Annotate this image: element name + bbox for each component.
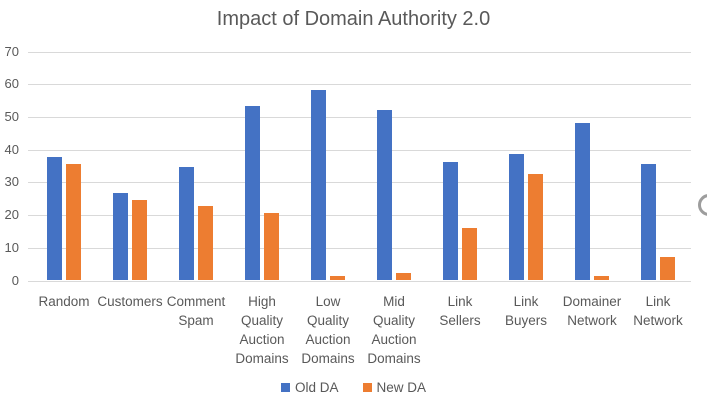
chart-title: Impact of Domain Authority 2.0 [216,8,491,30]
bar-old-da [245,106,260,281]
y-axis-tick-label: 20 [4,207,19,223]
bar-old-da [509,154,524,281]
bar-old-da [47,156,62,281]
gridline [28,182,691,184]
gridline [28,116,691,118]
gridline [28,84,691,86]
bar-new-da [462,227,477,281]
gridline [28,215,691,217]
x-axis-category-label: Comment Spam [166,294,226,328]
bar-new-da [594,275,609,281]
bar-old-da [575,122,590,281]
x-axis-category-label: Domainer Network [562,294,622,328]
bar-new-da [66,164,81,281]
x-axis-category-label: Customers [97,294,163,309]
bar-new-da [396,273,411,281]
bar-new-da [660,256,675,281]
x-axis-category-label: Link Sellers [439,294,481,328]
x-axis-category-label: Mid Quality Auction Domains [367,294,421,366]
bar-new-da [198,205,213,281]
y-axis-tick-label: 60 [4,76,19,92]
legend-item-new-da: New DA [362,380,427,395]
legend-swatch-old-da [280,383,290,392]
y-axis-tick-label: 50 [4,108,19,124]
y-axis-tick-label: 30 [4,174,19,190]
bar-old-da [311,89,326,281]
x-axis-category-label: Link Buyers [504,294,548,328]
legend-label: Old DA [294,380,339,395]
bar-old-da [443,162,458,281]
legend-item-old-da: Old DA [280,380,339,395]
bar-new-da [264,213,279,281]
legend-swatch-new-da [362,383,372,392]
bar-old-da [179,166,194,281]
bar-old-da [377,109,392,281]
x-axis-category-label: High Quality Auction Domains [235,294,289,366]
gridline [28,247,691,249]
gridline [28,280,691,282]
y-axis-tick-label: 10 [4,239,19,255]
y-axis-tick-label: 40 [4,141,19,157]
bar-new-da [330,276,345,281]
bar-new-da [528,173,543,281]
partial-circle-decoration [698,194,707,216]
gridline [28,149,691,151]
x-axis-category-label: Low Quality Auction Domains [301,294,355,366]
bar-old-da [113,193,128,281]
legend-label: New DA [376,380,427,395]
x-axis-category-label: Link Network [633,294,683,328]
y-axis-tick-label: 70 [4,43,19,59]
gridline [28,51,691,53]
bar-new-da [132,200,147,281]
x-axis-category-label: Random [38,294,90,309]
legend: Old DA New DA [0,379,707,396]
bar-old-da [641,164,656,281]
y-axis-tick-label: 0 [11,272,19,288]
